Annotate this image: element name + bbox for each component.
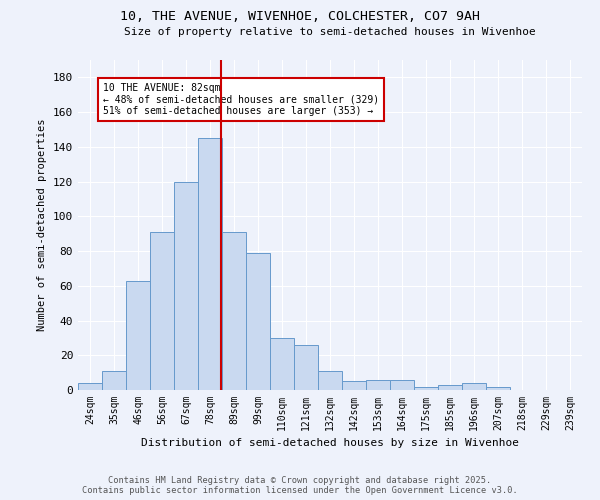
X-axis label: Distribution of semi-detached houses by size in Wivenhoe: Distribution of semi-detached houses by … [141,438,519,448]
Bar [342,382,366,390]
Text: 10, THE AVENUE, WIVENHOE, COLCHESTER, CO7 9AH: 10, THE AVENUE, WIVENHOE, COLCHESTER, CO… [120,10,480,23]
Text: Contains HM Land Registry data © Crown copyright and database right 2025.
Contai: Contains HM Land Registry data © Crown c… [82,476,518,495]
Bar [174,182,198,390]
Bar [270,338,294,390]
Bar [438,385,462,390]
Bar [294,345,318,390]
Text: 10 THE AVENUE: 82sqm
← 48% of semi-detached houses are smaller (329)
51% of semi: 10 THE AVENUE: 82sqm ← 48% of semi-detac… [103,83,379,116]
Bar [366,380,390,390]
Bar [126,280,150,390]
Bar [222,232,246,390]
Title: Size of property relative to semi-detached houses in Wivenhoe: Size of property relative to semi-detach… [124,27,536,37]
Bar [414,386,438,390]
Bar [246,253,270,390]
Bar [78,383,102,390]
Bar [102,371,126,390]
Bar [318,371,342,390]
Y-axis label: Number of semi-detached properties: Number of semi-detached properties [37,118,47,331]
Bar [462,383,486,390]
Bar [198,138,222,390]
Bar [390,380,414,390]
Bar [486,386,510,390]
Bar [150,232,174,390]
